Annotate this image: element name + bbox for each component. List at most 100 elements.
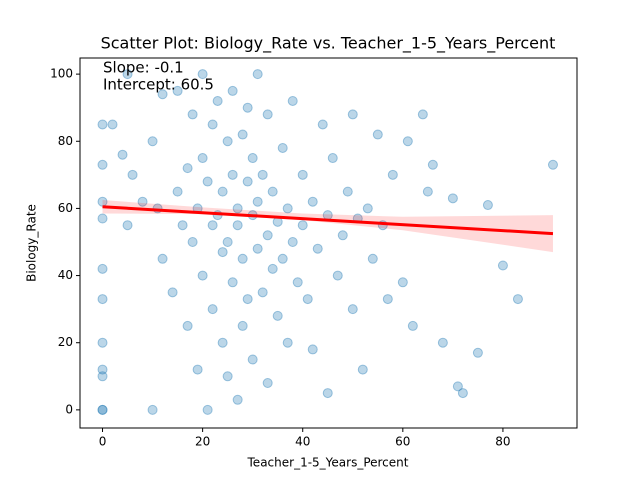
x-tick-label: 60	[395, 435, 410, 449]
annotation: Intercept: 60.5	[103, 76, 214, 94]
point	[97, 404, 108, 415]
point	[257, 287, 268, 298]
point	[447, 193, 458, 204]
point	[242, 294, 253, 305]
point	[512, 294, 523, 305]
point	[207, 304, 218, 315]
point	[117, 149, 128, 160]
point	[177, 220, 188, 231]
point	[312, 243, 323, 254]
point	[437, 337, 448, 348]
point	[97, 337, 108, 348]
regression-line	[102, 205, 554, 236]
point	[297, 220, 308, 231]
point	[227, 169, 238, 180]
point	[217, 186, 228, 197]
y-tick-label: 20	[58, 335, 73, 349]
point	[387, 169, 398, 180]
point	[187, 109, 198, 120]
point	[252, 243, 263, 254]
point	[172, 186, 183, 197]
point	[187, 236, 198, 247]
point	[357, 364, 368, 375]
point	[237, 320, 248, 331]
point	[247, 153, 258, 164]
point	[372, 129, 383, 140]
point	[407, 320, 418, 331]
point	[282, 337, 293, 348]
point	[262, 378, 273, 389]
point	[362, 203, 373, 214]
point	[417, 109, 428, 120]
point	[302, 294, 313, 305]
chart-title: Scatter Plot: Biology_Rate vs. Teacher_1…	[101, 34, 556, 54]
point	[237, 129, 248, 140]
point	[402, 136, 413, 147]
point	[547, 159, 558, 170]
point	[97, 119, 108, 130]
point	[307, 344, 318, 355]
point	[207, 119, 218, 130]
point	[397, 277, 408, 288]
point	[222, 371, 233, 382]
point	[287, 95, 298, 106]
point	[122, 69, 133, 80]
point	[472, 347, 483, 358]
point	[222, 236, 233, 247]
point	[497, 260, 508, 271]
point	[252, 69, 263, 80]
point	[97, 263, 108, 274]
point	[252, 196, 263, 207]
point	[232, 220, 243, 231]
point	[147, 136, 158, 147]
point	[342, 186, 353, 197]
point	[97, 294, 108, 305]
point	[217, 247, 228, 258]
y-tick-label: 60	[58, 201, 73, 215]
point	[97, 159, 108, 170]
y-tick-label: 0	[65, 402, 73, 416]
point	[222, 136, 233, 147]
point	[97, 404, 108, 415]
point	[147, 404, 158, 415]
point	[127, 169, 138, 180]
point	[212, 95, 223, 106]
point	[267, 186, 278, 197]
point	[197, 69, 208, 80]
point	[422, 186, 433, 197]
y-tick-label: 100	[50, 67, 73, 81]
point	[157, 89, 168, 100]
point	[457, 388, 468, 399]
point	[122, 220, 133, 231]
point	[482, 200, 493, 211]
point	[197, 153, 208, 164]
point	[232, 203, 243, 214]
point	[322, 388, 333, 399]
x-axis-label: Teacher_1-5_Years_Percent	[247, 456, 409, 470]
y-tick-label: 40	[58, 268, 73, 282]
point	[257, 169, 268, 180]
x-tick-label: 0	[99, 435, 107, 449]
point	[317, 119, 328, 130]
point	[327, 153, 338, 164]
point	[202, 176, 213, 187]
point	[172, 85, 183, 96]
point	[107, 119, 118, 130]
x-tick-label: 40	[295, 435, 310, 449]
point	[227, 85, 238, 96]
point	[292, 277, 303, 288]
point	[282, 203, 293, 214]
point	[137, 196, 148, 207]
point	[367, 253, 378, 264]
point	[202, 404, 213, 415]
point	[307, 196, 318, 207]
point	[277, 253, 288, 264]
point	[347, 304, 358, 315]
point	[382, 294, 393, 305]
point	[97, 213, 108, 224]
point	[337, 230, 348, 241]
y-tick-label: 80	[58, 134, 73, 148]
point	[262, 109, 273, 120]
point	[182, 320, 193, 331]
